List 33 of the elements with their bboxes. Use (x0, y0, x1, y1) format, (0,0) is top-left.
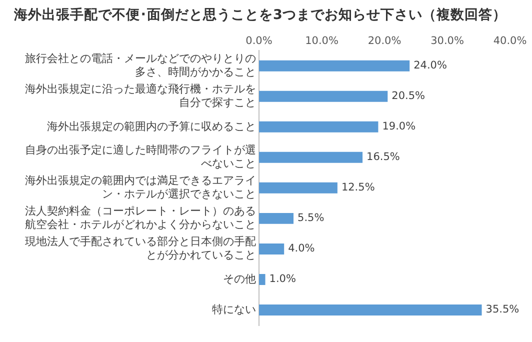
y-tick-label: 旅行会社との電話・メールなどでのやりとりの多さ、時間がかかること (25, 52, 256, 79)
data-label: 4.0% (288, 242, 315, 255)
bar (259, 243, 284, 254)
chart-title: 海外出張手配で不便･面倒だと思うことを3つまでお知らせ下さい（複数回答） (14, 6, 506, 24)
bar (259, 212, 294, 224)
y-tick-label: 海外出張規定に沿った最適な飛行機・ホテルを自分で探すこと (25, 82, 256, 110)
y-tick-label: 現地法人で手配されている部分と日本側の手配とが分かれていること (25, 234, 256, 262)
x-tick-label: 20.0% (368, 35, 402, 48)
data-label: 20.5% (392, 90, 426, 102)
data-label: 1.0% (269, 273, 296, 286)
y-tick-label: その他 (223, 272, 256, 286)
data-label: 24.0% (414, 60, 447, 72)
x-tick-label: 40.0% (493, 35, 527, 48)
y-tick-label: 法人契約料金（コーポレート・レート）のある航空会社・ホテルがどれかよく分からないこと (25, 204, 256, 232)
bar (259, 60, 410, 72)
y-tick-label: 特にない (212, 302, 256, 316)
bar (259, 182, 338, 194)
bar (259, 121, 378, 132)
bar (259, 274, 266, 285)
y-tick-label: 海外出張規定の範囲内の予算に収めること (47, 120, 256, 133)
bar (259, 152, 363, 163)
y-tick-label: 海外出張規定の範囲内では満足できるエアライン・ホテルが選択できないこと (25, 174, 256, 201)
x-tick-label: 0.0% (246, 35, 272, 48)
x-tick-label: 30.0% (430, 35, 464, 48)
data-label: 5.5% (298, 212, 324, 224)
data-label: 12.5% (341, 182, 375, 194)
data-label: 16.5% (366, 151, 400, 164)
x-tick-label: 10.0% (305, 35, 338, 48)
data-label: 35.5% (486, 304, 520, 316)
y-tick-label: 自身の出張予定に適した時間帯のフライトが選べないこと (25, 143, 256, 170)
bar (259, 90, 388, 102)
bar (259, 304, 482, 316)
data-label: 19.0% (382, 120, 416, 133)
